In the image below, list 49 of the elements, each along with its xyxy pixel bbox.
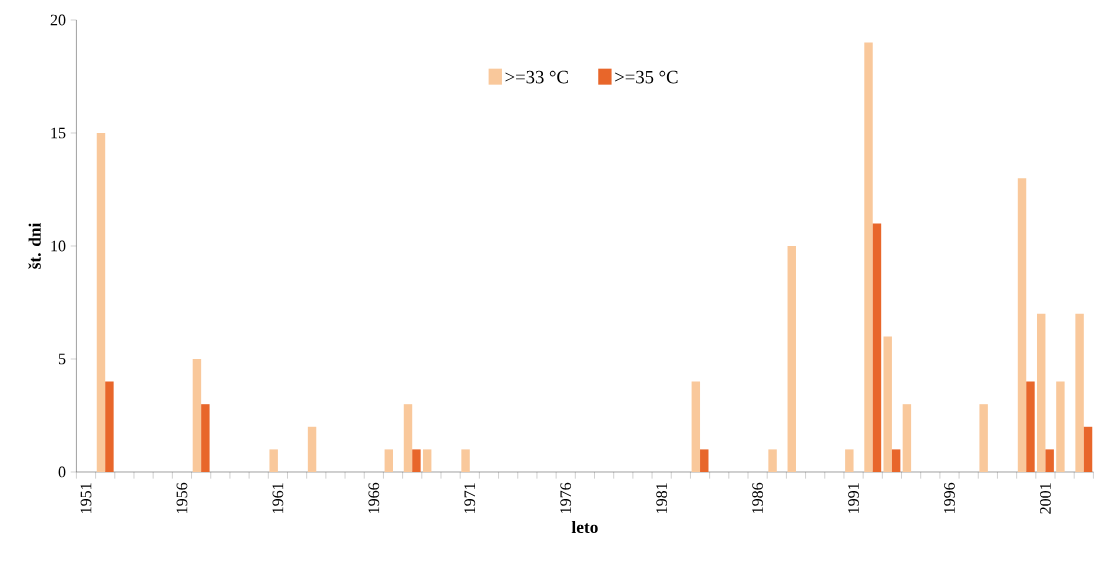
x-axis-title: leto [571,520,598,534]
x-tick-label: 1991 [848,483,859,513]
y-tick-label: 5 [58,353,66,365]
legend-label: >=35 °C [615,70,678,84]
bar [1083,426,1093,472]
bar [845,449,854,472]
x-tick-label: 1981 [656,483,668,513]
y-tick-label: 20 [50,14,66,26]
bar [1017,178,1027,472]
y-tick-label: 15 [51,127,66,139]
bar [96,132,106,472]
bar [768,449,777,472]
x-tick-label: 1961 [272,483,284,513]
bar [864,42,873,472]
x-tick-label: 1971 [464,483,476,513]
y-axis-title: št. dni [28,222,41,269]
bar [1075,313,1084,472]
bar [1056,381,1065,472]
x-tick-label: 1966 [368,482,380,513]
bar [883,336,892,472]
bar [422,449,432,472]
bar [307,426,317,472]
bar [269,449,278,472]
bar [403,404,413,472]
x-tick-label: 1951 [80,483,92,513]
bar [979,404,988,472]
x-tick-label: 1986 [752,482,763,513]
bar [1026,381,1035,472]
bar [700,449,709,472]
bar [105,381,114,472]
bar [461,449,470,472]
x-tick-label: 1956 [176,482,188,513]
y-tick-label: 0 [58,466,66,478]
bar [384,449,394,472]
bar [787,245,796,472]
y-tick-label: 10 [51,240,66,252]
bar [1036,313,1046,472]
bar [902,404,912,472]
legend-label: >=33 °C [505,70,568,84]
x-tick-label: 1996 [944,482,955,513]
bar [891,449,901,472]
bar [872,223,882,472]
bar [691,381,701,472]
bar [1045,449,1054,472]
x-tick-label: 1976 [560,482,572,513]
bar [201,404,210,472]
bar [192,358,202,472]
bar [412,449,421,472]
x-tick-label: 2001 [1040,483,1051,514]
